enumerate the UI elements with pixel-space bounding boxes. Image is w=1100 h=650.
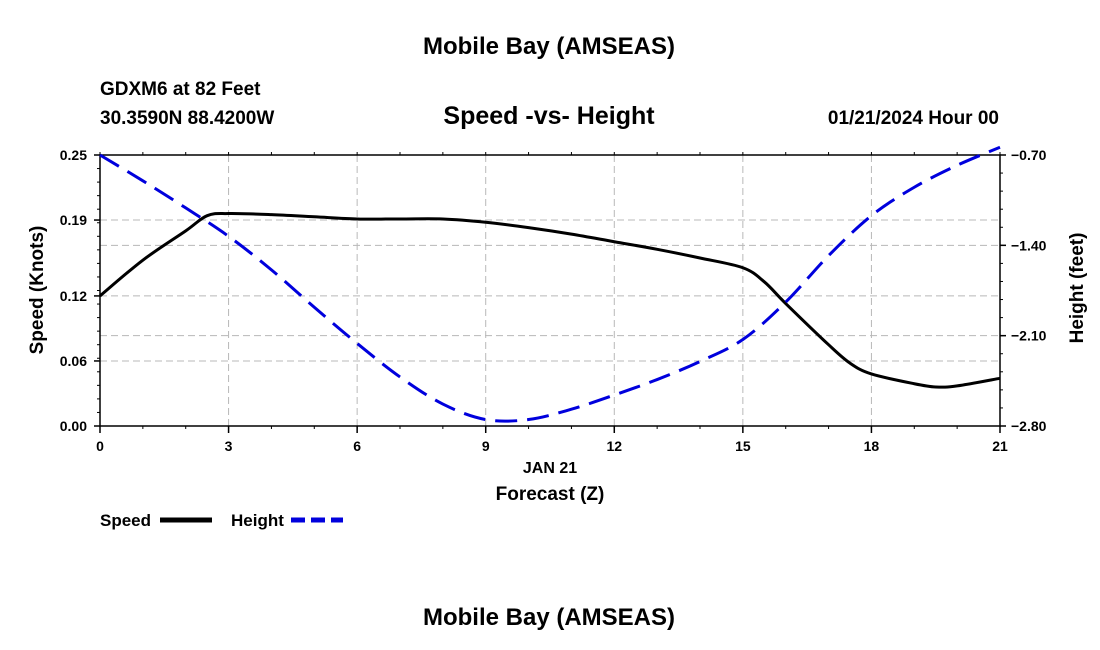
y-tick-label: 0.19 <box>60 212 87 228</box>
y2-axis-label: Height (feet) <box>1067 233 1088 344</box>
datetime-label: 01/21/2024 Hour 00 <box>828 108 999 129</box>
y2-tick-label: −0.70 <box>1011 147 1047 163</box>
x-tick-label: 12 <box>606 438 622 454</box>
y-tick-label: 0.12 <box>60 288 87 304</box>
x-tick-label: 3 <box>225 438 233 454</box>
x-tick-label: 9 <box>482 438 490 454</box>
y-tick-label: 0.00 <box>60 418 87 434</box>
y-axis-label: Speed (Knots) <box>27 226 48 355</box>
page-title: Mobile Bay (AMSEAS) <box>423 33 675 60</box>
plot-frame <box>99 154 1001 427</box>
x-tick-labels: 0 3 6 9 12 15 18 21 <box>96 438 1008 454</box>
x-tick-label: 18 <box>864 438 880 454</box>
y2-tick-label: −2.10 <box>1011 328 1047 344</box>
legend: Speed Height <box>100 511 343 530</box>
x-axis-label: Forecast (Z) <box>496 484 605 505</box>
x-tick-label: 6 <box>353 438 361 454</box>
chart-subtitle: Speed -vs- Height <box>443 102 655 130</box>
y-tick-label: 0.06 <box>60 353 87 369</box>
height-series-line <box>99 145 1001 423</box>
legend-height-label: Height <box>231 511 284 530</box>
tick-marks <box>94 152 1006 433</box>
coordinates-label: 30.3590N 88.4200W <box>100 108 274 129</box>
x-tick-label: 0 <box>96 438 104 454</box>
station-label: GDXM6 at 82 Feet <box>100 79 261 100</box>
x-tick-label: 21 <box>992 438 1008 454</box>
speed-series-line <box>99 212 1001 389</box>
y2-tick-labels: −2.80 −2.10 −1.40 −0.70 <box>1011 147 1047 434</box>
y-tick-label: 0.25 <box>60 147 87 163</box>
y2-tick-label: −2.80 <box>1011 418 1047 434</box>
series-group <box>99 145 1001 423</box>
y2-tick-label: −1.40 <box>1011 237 1047 253</box>
legend-speed-label: Speed <box>100 511 151 530</box>
x-tick-label: 15 <box>735 438 751 454</box>
x-date-label: JAN 21 <box>523 460 577 477</box>
footer-title: Mobile Bay (AMSEAS) <box>423 604 675 631</box>
y-tick-labels: 0.00 0.06 0.12 0.19 0.25 <box>60 147 87 434</box>
grid <box>100 154 1000 427</box>
